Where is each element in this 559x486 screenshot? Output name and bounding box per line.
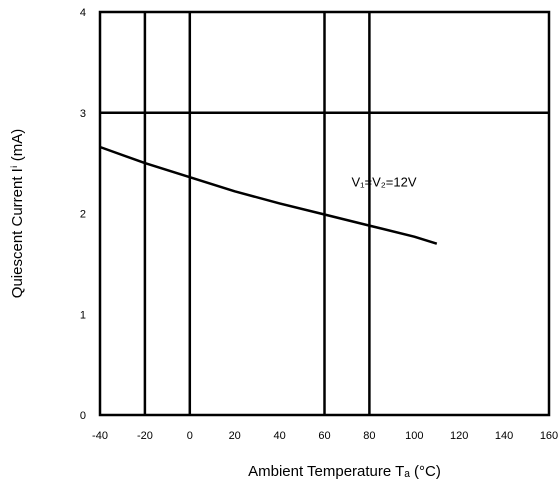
y-tick-label: 2 [80, 209, 86, 221]
x-tick-label: 20 [229, 430, 241, 442]
x-axis-ticks: -40 -20 0 20 40 60 80 100 120 140 160 [92, 430, 558, 442]
x-tick-label: -20 [137, 430, 153, 442]
x-tick-label: 120 [450, 430, 468, 442]
x-tick-label: 140 [495, 430, 513, 442]
y-tick-label: 4 [80, 7, 86, 19]
series-line-0 [99, 145, 438, 245]
y-tick-label: 1 [80, 309, 86, 321]
x-tick-label: 0 [187, 430, 193, 442]
x-tick-label: 160 [540, 430, 558, 442]
y-axis-title: Quiescent Current Iⁱ (mA) [9, 129, 26, 298]
x-tick-label: 60 [318, 430, 330, 442]
x-tick-label: -40 [92, 430, 108, 442]
x-axis-title: Ambient Temperature Tₐ (°C) [248, 463, 441, 480]
x-tick-label: 100 [405, 430, 423, 442]
x-tick-label: 40 [273, 430, 285, 442]
plot-frame [98, 10, 551, 417]
y-tick-label: 3 [80, 108, 86, 120]
y-tick-label: 0 [80, 410, 86, 422]
series-annotation: V₁=V₂=12V [351, 174, 416, 189]
x-tick-label: 80 [363, 430, 375, 442]
y-axis-ticks: 0 1 2 3 4 [80, 7, 86, 422]
series-layer [99, 145, 438, 245]
